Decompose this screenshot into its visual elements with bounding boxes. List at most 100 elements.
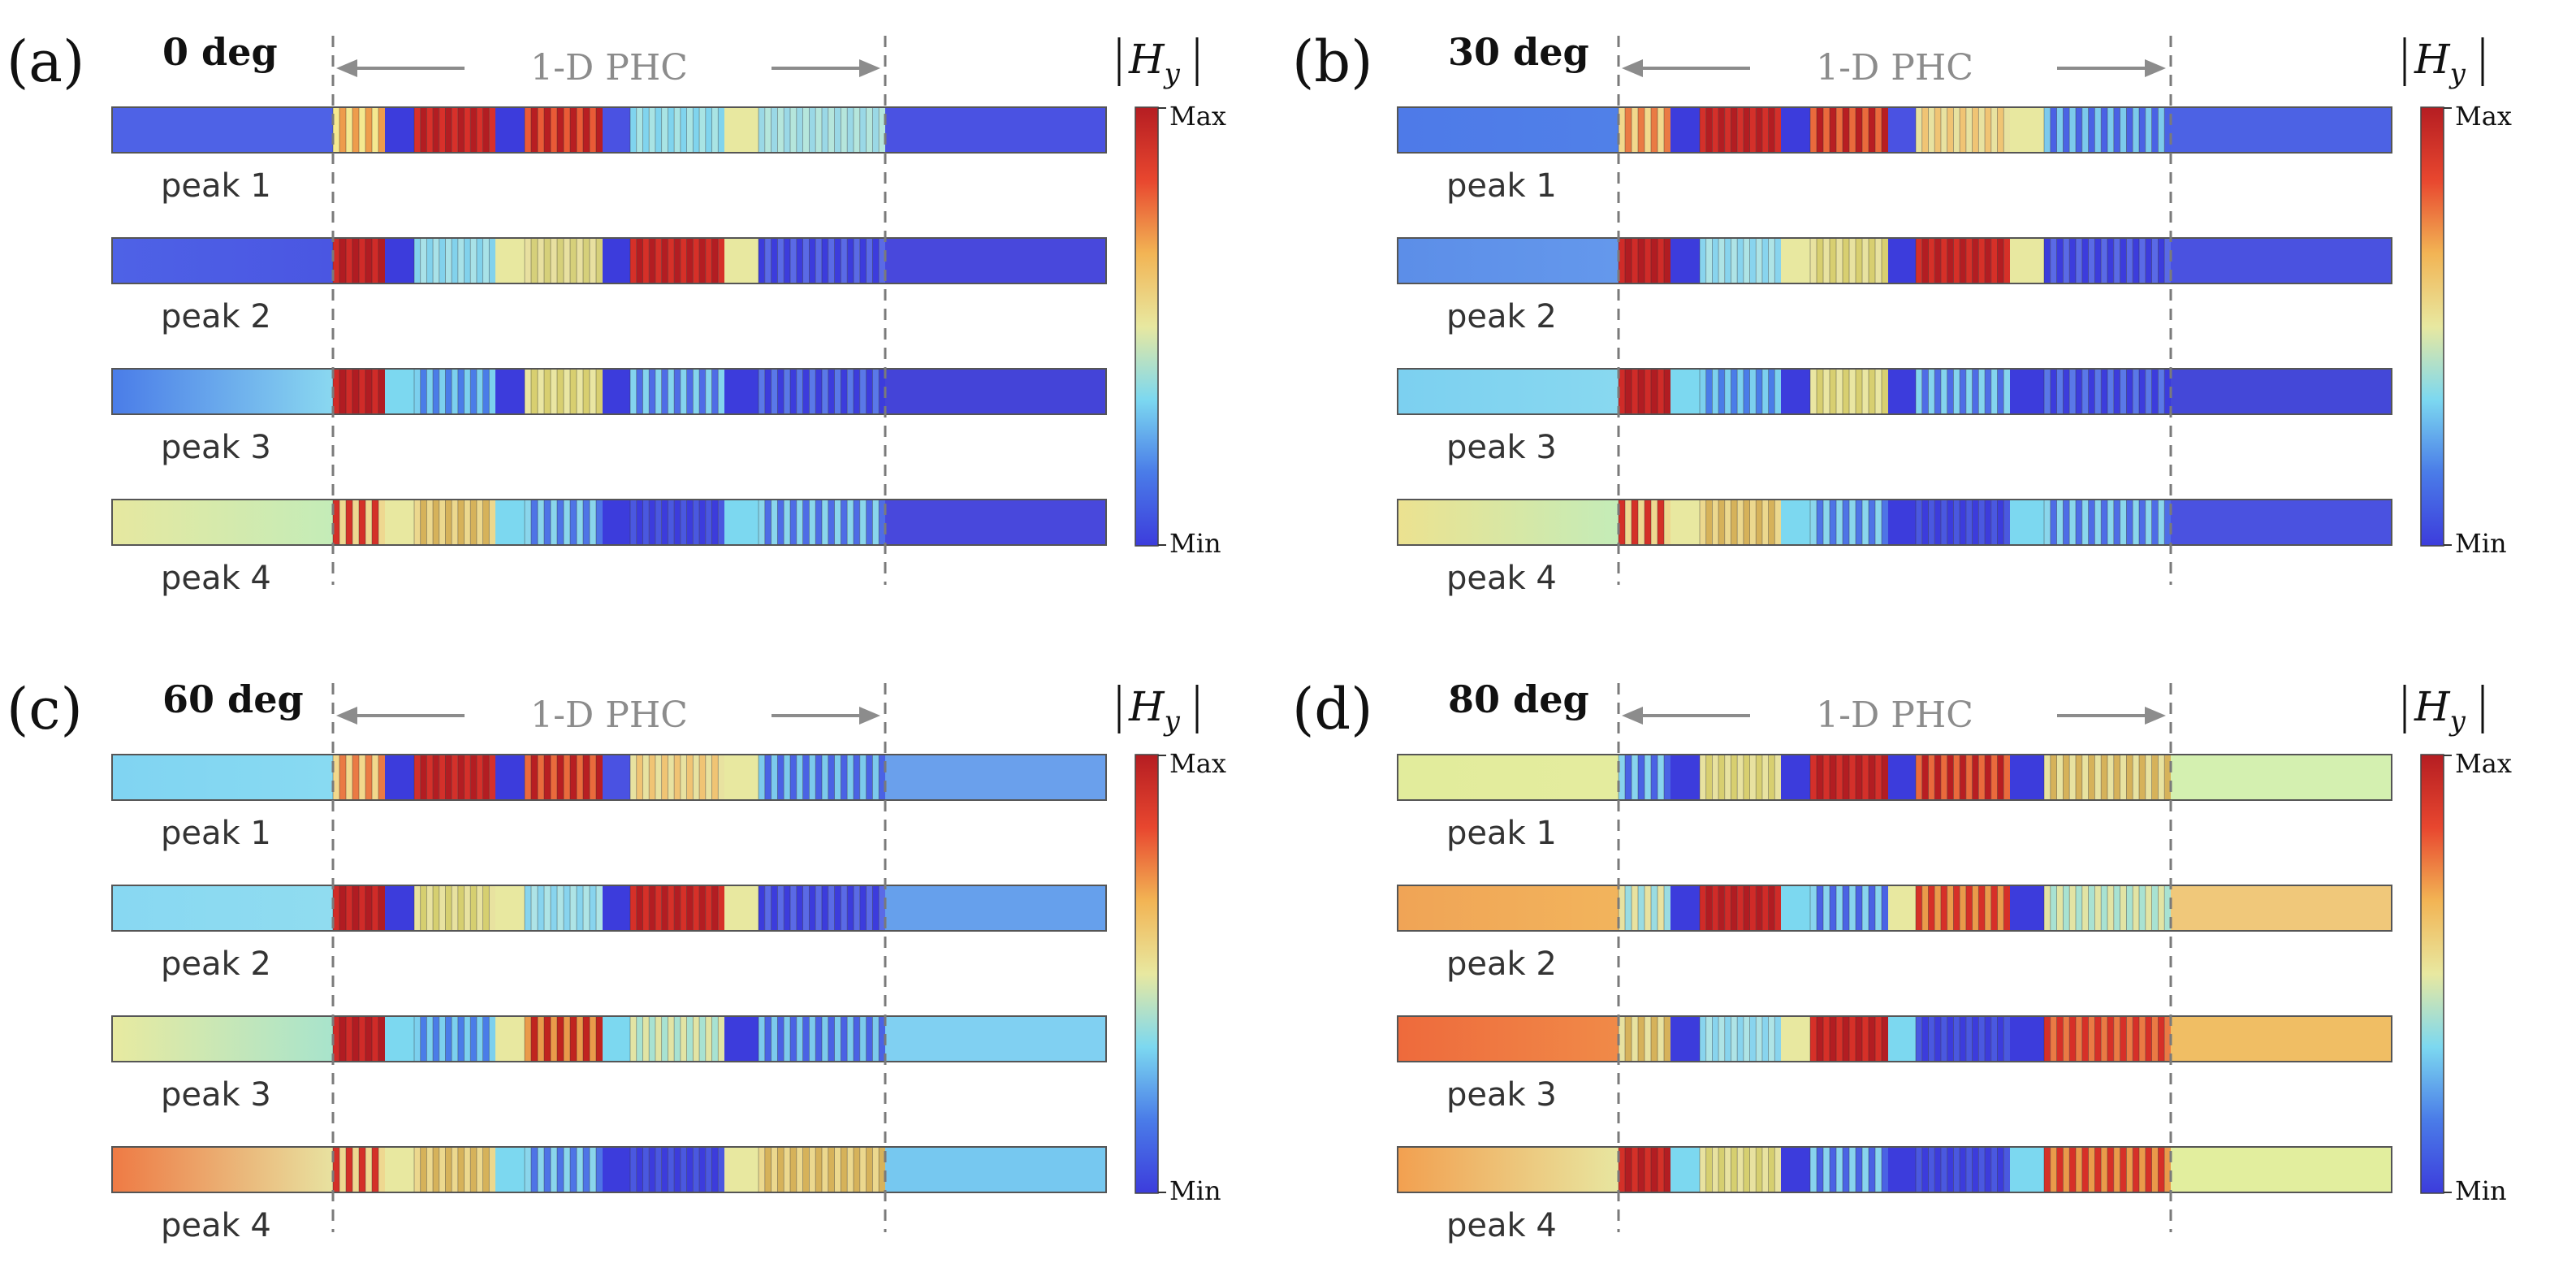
layer-stripe xyxy=(642,369,650,414)
field-band xyxy=(1781,755,1810,800)
layer-stripe xyxy=(359,1016,365,1062)
layer-stripe xyxy=(557,755,564,800)
layer-stripe xyxy=(680,369,687,414)
angle-label: 0 deg xyxy=(162,30,278,74)
layer-stripe xyxy=(1953,885,1960,931)
layer-stripe xyxy=(764,755,772,800)
layer-stripe xyxy=(879,107,885,153)
layer-stripe xyxy=(457,1016,465,1062)
layer-stripe xyxy=(2133,755,2139,800)
layer-stripe xyxy=(636,500,643,545)
layer-stripe xyxy=(1645,1016,1651,1062)
peak-row: peak 4 xyxy=(1397,499,2392,597)
layer-stripe xyxy=(452,500,458,545)
layer-stripe xyxy=(674,1147,681,1192)
layer-stripe xyxy=(711,755,719,800)
layer-stripe xyxy=(784,1016,790,1062)
layer-stripe xyxy=(372,107,378,153)
layer-stripe xyxy=(1645,885,1651,931)
layer-stripe xyxy=(1768,1147,1775,1192)
layer-stripe xyxy=(2003,107,2010,153)
layer-stripe xyxy=(1836,885,1843,931)
layer-stripe xyxy=(872,500,880,545)
peak-row: peak 2 xyxy=(111,237,1107,335)
colorbar-min-label: Min xyxy=(1169,528,1221,559)
layer-stripe xyxy=(531,369,538,414)
layer-stripe xyxy=(445,238,452,283)
outer-region-right xyxy=(2171,885,2392,931)
right-arrow-icon xyxy=(2145,59,2166,77)
layer-stripe xyxy=(470,1016,477,1062)
layer-stripe xyxy=(452,755,458,800)
layer-stripe xyxy=(2145,369,2152,414)
layer-stripe xyxy=(1737,1016,1744,1062)
layer-stripe xyxy=(1965,1147,1973,1192)
layer-stripe xyxy=(668,1147,675,1192)
layer-stripe xyxy=(649,1016,655,1062)
layer-stripe xyxy=(815,755,822,800)
layer-stripe xyxy=(699,238,706,283)
layer-stripe xyxy=(2151,1147,2159,1192)
layer-stripe xyxy=(777,1147,784,1192)
layer-stripe xyxy=(802,500,810,545)
layer-stripe xyxy=(1997,500,2004,545)
colorbar-max-label: Max xyxy=(2455,101,2512,132)
peak-label: peak 4 xyxy=(1446,560,1557,597)
layer-stripe xyxy=(1756,885,1762,931)
layer-stripe xyxy=(1875,1147,1882,1192)
layer-stripe xyxy=(339,238,346,283)
layer-stripe xyxy=(828,1016,835,1062)
left-arrow-icon xyxy=(1622,707,1643,725)
layer-stripe xyxy=(2151,755,2159,800)
layer-stripe xyxy=(544,1016,551,1062)
layer-stripe xyxy=(426,1147,434,1192)
panel-label: (c) xyxy=(6,676,83,742)
layer-stripe xyxy=(433,369,439,414)
layer-stripe xyxy=(668,755,675,800)
layer-stripe xyxy=(1869,1147,1875,1192)
layer-stripe xyxy=(1638,1147,1645,1192)
layer-stripe xyxy=(1836,1147,1843,1192)
layer-stripe xyxy=(2044,369,2051,414)
layer-stripe xyxy=(2113,238,2120,283)
layer-stripe xyxy=(1737,238,1744,283)
layer-stripe xyxy=(464,500,471,545)
layer-stripe xyxy=(1632,107,1638,153)
field-band xyxy=(495,369,525,414)
layer-stripe xyxy=(1664,1147,1671,1192)
layer-stripe xyxy=(557,238,564,283)
region-label: 1-D PHC xyxy=(1816,694,1973,736)
layer-stripe xyxy=(1737,369,1744,414)
layer-stripe xyxy=(680,755,687,800)
layer-stripe xyxy=(590,1016,596,1062)
layer-stripe xyxy=(2050,885,2057,931)
layer-stripe xyxy=(699,1147,706,1192)
layer-stripe xyxy=(705,500,712,545)
layer-stripe xyxy=(470,238,477,283)
left-arrow-icon xyxy=(336,707,357,725)
layer-stripe xyxy=(1960,238,1966,283)
peak-label: peak 2 xyxy=(161,945,271,983)
layer-stripe xyxy=(1743,1016,1750,1062)
layer-stripe xyxy=(668,107,675,153)
layer-stripe xyxy=(718,1147,724,1192)
layer-stripe xyxy=(452,1016,458,1062)
layer-stripe xyxy=(2003,500,2010,545)
layer-stripe xyxy=(1849,238,1856,283)
layer-stripe xyxy=(1619,885,1625,931)
layer-stripe xyxy=(847,885,854,931)
layer-stripe xyxy=(445,885,452,931)
layer-stripe xyxy=(1768,107,1775,153)
layer-stripe xyxy=(809,1016,816,1062)
layer-stripe xyxy=(544,1147,551,1192)
layer-stripe xyxy=(828,755,835,800)
layer-stripe xyxy=(352,1016,359,1062)
layer-stripe xyxy=(1700,885,1706,931)
layer-stripe xyxy=(1934,1016,1941,1062)
layer-stripe xyxy=(2113,1016,2120,1062)
layer-stripe xyxy=(809,369,816,414)
layer-stripe xyxy=(2126,885,2133,931)
layer-stripe xyxy=(859,238,867,283)
peak-row: peak 3 xyxy=(1397,368,2392,466)
layer-stripe xyxy=(577,1016,583,1062)
